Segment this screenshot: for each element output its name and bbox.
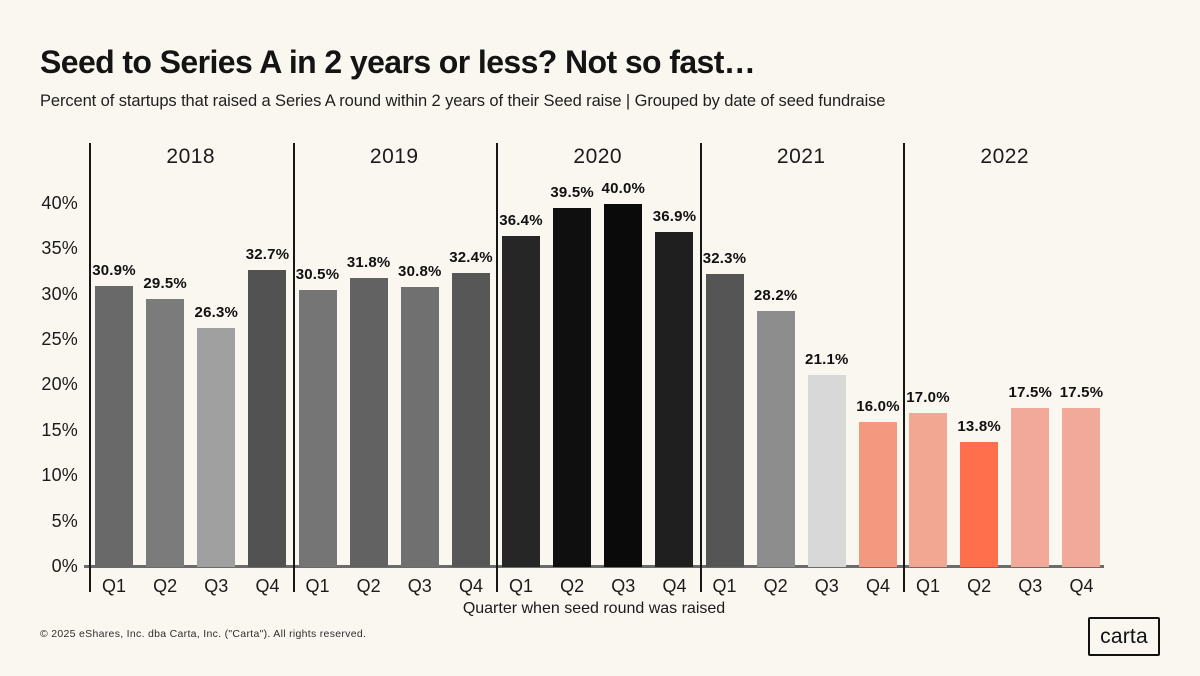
- year-label-2019: 2019: [369, 145, 419, 168]
- bar-value-label: 32.3%: [702, 250, 747, 267]
- bar-2019-Q2: 31.8% Q2: [347, 254, 390, 596]
- x-axis-quarter-label: Q3: [204, 576, 229, 596]
- bar-2020-Q2: 39.5% Q2: [550, 184, 593, 596]
- y-axis-tick-label: 20%: [41, 374, 78, 395]
- x-axis-line: [84, 565, 1104, 568]
- x-axis-quarter-label: Q3: [407, 576, 432, 596]
- bar-group-2020: 36.4% Q1 39.5% Q2 40.0% Q3 36.9% Q4: [496, 140, 700, 596]
- bar-group-2021: 32.3% Q1 28.2% Q2 21.1% Q3 16.0% Q4: [700, 140, 904, 596]
- bar-value-label: 39.5%: [550, 184, 594, 201]
- x-axis-quarter-label: Q2: [967, 576, 992, 596]
- x-axis-quarter-label: Q2: [763, 576, 788, 596]
- bar-2019-Q3: 30.8% Q3: [398, 263, 441, 596]
- y-axis-tick-label: 15%: [41, 419, 78, 440]
- x-axis-quarter-label: Q2: [356, 576, 381, 596]
- bar-2020-Q4: 36.9% Q4: [653, 208, 696, 596]
- year-label-2022: 2022: [980, 145, 1030, 168]
- year-separator-line: [903, 143, 905, 592]
- bar-2021-Q3: 21.1% Q3: [805, 351, 848, 596]
- bar-value-label: 36.4%: [499, 212, 543, 229]
- x-axis-quarter-label: Q1: [508, 576, 534, 596]
- x-axis-quarter-label: Q3: [814, 576, 839, 596]
- x-axis-quarter-label: Q1: [101, 576, 127, 596]
- bar-2018-Q1: 30.9% Q1: [92, 262, 135, 596]
- x-axis-quarter-label: Q1: [712, 576, 737, 596]
- bar-value-label: 36.9%: [652, 208, 697, 225]
- bar-value-label: 40.0%: [601, 180, 646, 197]
- bar-value-label: 26.3%: [194, 304, 239, 321]
- bar-value-label: 32.4%: [449, 249, 493, 266]
- x-axis-quarter-label: Q4: [1069, 576, 1094, 596]
- bar-2022-Q3: 17.5% Q3: [1009, 384, 1052, 596]
- bar-2022-Q4: 17.5% Q4: [1060, 384, 1103, 596]
- x-axis-title: Quarter when seed round was raised: [462, 600, 726, 617]
- bar-value-label: 32.7%: [245, 246, 290, 263]
- y-axis-tick-label: 30%: [41, 283, 78, 304]
- bar-2020-Q3: 40.0% Q3: [602, 180, 645, 596]
- bar-2021-Q2: 28.2% Q2: [754, 287, 797, 596]
- bar-group-2019: 30.5% Q1 31.8% Q2 30.8% Q3 32.4% Q4: [293, 140, 497, 596]
- y-axis-tick-label: 5%: [51, 510, 78, 531]
- x-axis-quarter-label: Q2: [560, 576, 585, 596]
- bar-2020-Q1: 36.4% Q1: [499, 212, 542, 596]
- bar-value-label: 13.8%: [957, 418, 1001, 435]
- bar-value-label: 29.5%: [143, 275, 187, 292]
- bar-2021-Q4: 16.0% Q4: [856, 398, 899, 596]
- bar-2021-Q1: 32.3% Q1: [703, 250, 746, 596]
- year-separator-line: [496, 143, 498, 592]
- bar-2018-Q4: 32.7% Q4: [246, 246, 289, 596]
- y-axis-tick-label: 0%: [51, 556, 78, 576]
- bar-value-label: 30.5%: [295, 266, 340, 283]
- bar-2019-Q4: 32.4% Q4: [449, 249, 492, 596]
- bar-2018-Q3: 26.3% Q3: [195, 304, 238, 596]
- x-axis-quarter-label: Q1: [915, 576, 941, 596]
- bar-group-2018: 30.9% Q1 29.5% Q2 26.3% Q3 32.7% Q4: [89, 140, 293, 596]
- bar-2018-Q2: 29.5% Q2: [143, 275, 186, 596]
- bar-value-label: 17.5%: [1059, 384, 1104, 401]
- x-axis-quarter-label: Q2: [153, 576, 178, 596]
- year-label-2018: 2018: [166, 145, 216, 168]
- page-subtitle: Percent of startups that raised a Series…: [40, 92, 886, 110]
- year-label-2021: 2021: [776, 145, 826, 168]
- page-title: Seed to Series A in 2 years or less? Not…: [40, 44, 756, 80]
- x-axis-quarter-label: Q1: [305, 576, 330, 596]
- year-separator-line: [699, 143, 702, 592]
- x-axis-quarter-label: Q4: [662, 576, 687, 596]
- bar-value-label: 30.8%: [398, 263, 442, 280]
- bar-value-label: 28.2%: [753, 287, 798, 304]
- x-axis-quarter-label: Q3: [611, 576, 636, 596]
- bar-2019-Q1: 30.5% Q1: [296, 266, 339, 596]
- x-axis-quarter-label: Q4: [458, 576, 483, 596]
- y-axis-tick-label: 35%: [41, 238, 78, 259]
- footer-copyright: © 2025 eShares, Inc. dba Carta, Inc. ("C…: [40, 628, 367, 640]
- year-separator-line: [292, 143, 295, 592]
- bar-2022-Q1: 17.0% Q1: [906, 389, 949, 596]
- bar-value-label: 21.1%: [805, 351, 849, 368]
- year-label-2020: 2020: [573, 145, 623, 168]
- y-axis-tick-label: 10%: [41, 465, 78, 486]
- bar-value-label: 31.8%: [346, 254, 391, 271]
- carta-logo: carta: [1088, 617, 1160, 656]
- bar-value-label: 17.5%: [1008, 384, 1053, 401]
- bar-2022-Q2: 13.8% Q2: [957, 418, 1000, 596]
- y-axis-tick-label: 25%: [41, 329, 78, 349]
- bar-value-label: 17.0%: [906, 389, 950, 406]
- bar-group-2022: 17.0% Q1 13.8% Q2 17.5% Q3 17.5% Q4: [903, 140, 1107, 596]
- bar-value-label: 16.0%: [856, 398, 900, 415]
- x-axis-quarter-label: Q3: [1018, 576, 1043, 596]
- bar-value-label: 30.9%: [92, 262, 136, 279]
- x-axis-quarter-label: Q4: [255, 576, 280, 596]
- year-separator-line: [89, 143, 91, 592]
- x-axis-quarter-label: Q4: [865, 576, 890, 596]
- y-axis-tick-label: 40%: [41, 192, 78, 213]
